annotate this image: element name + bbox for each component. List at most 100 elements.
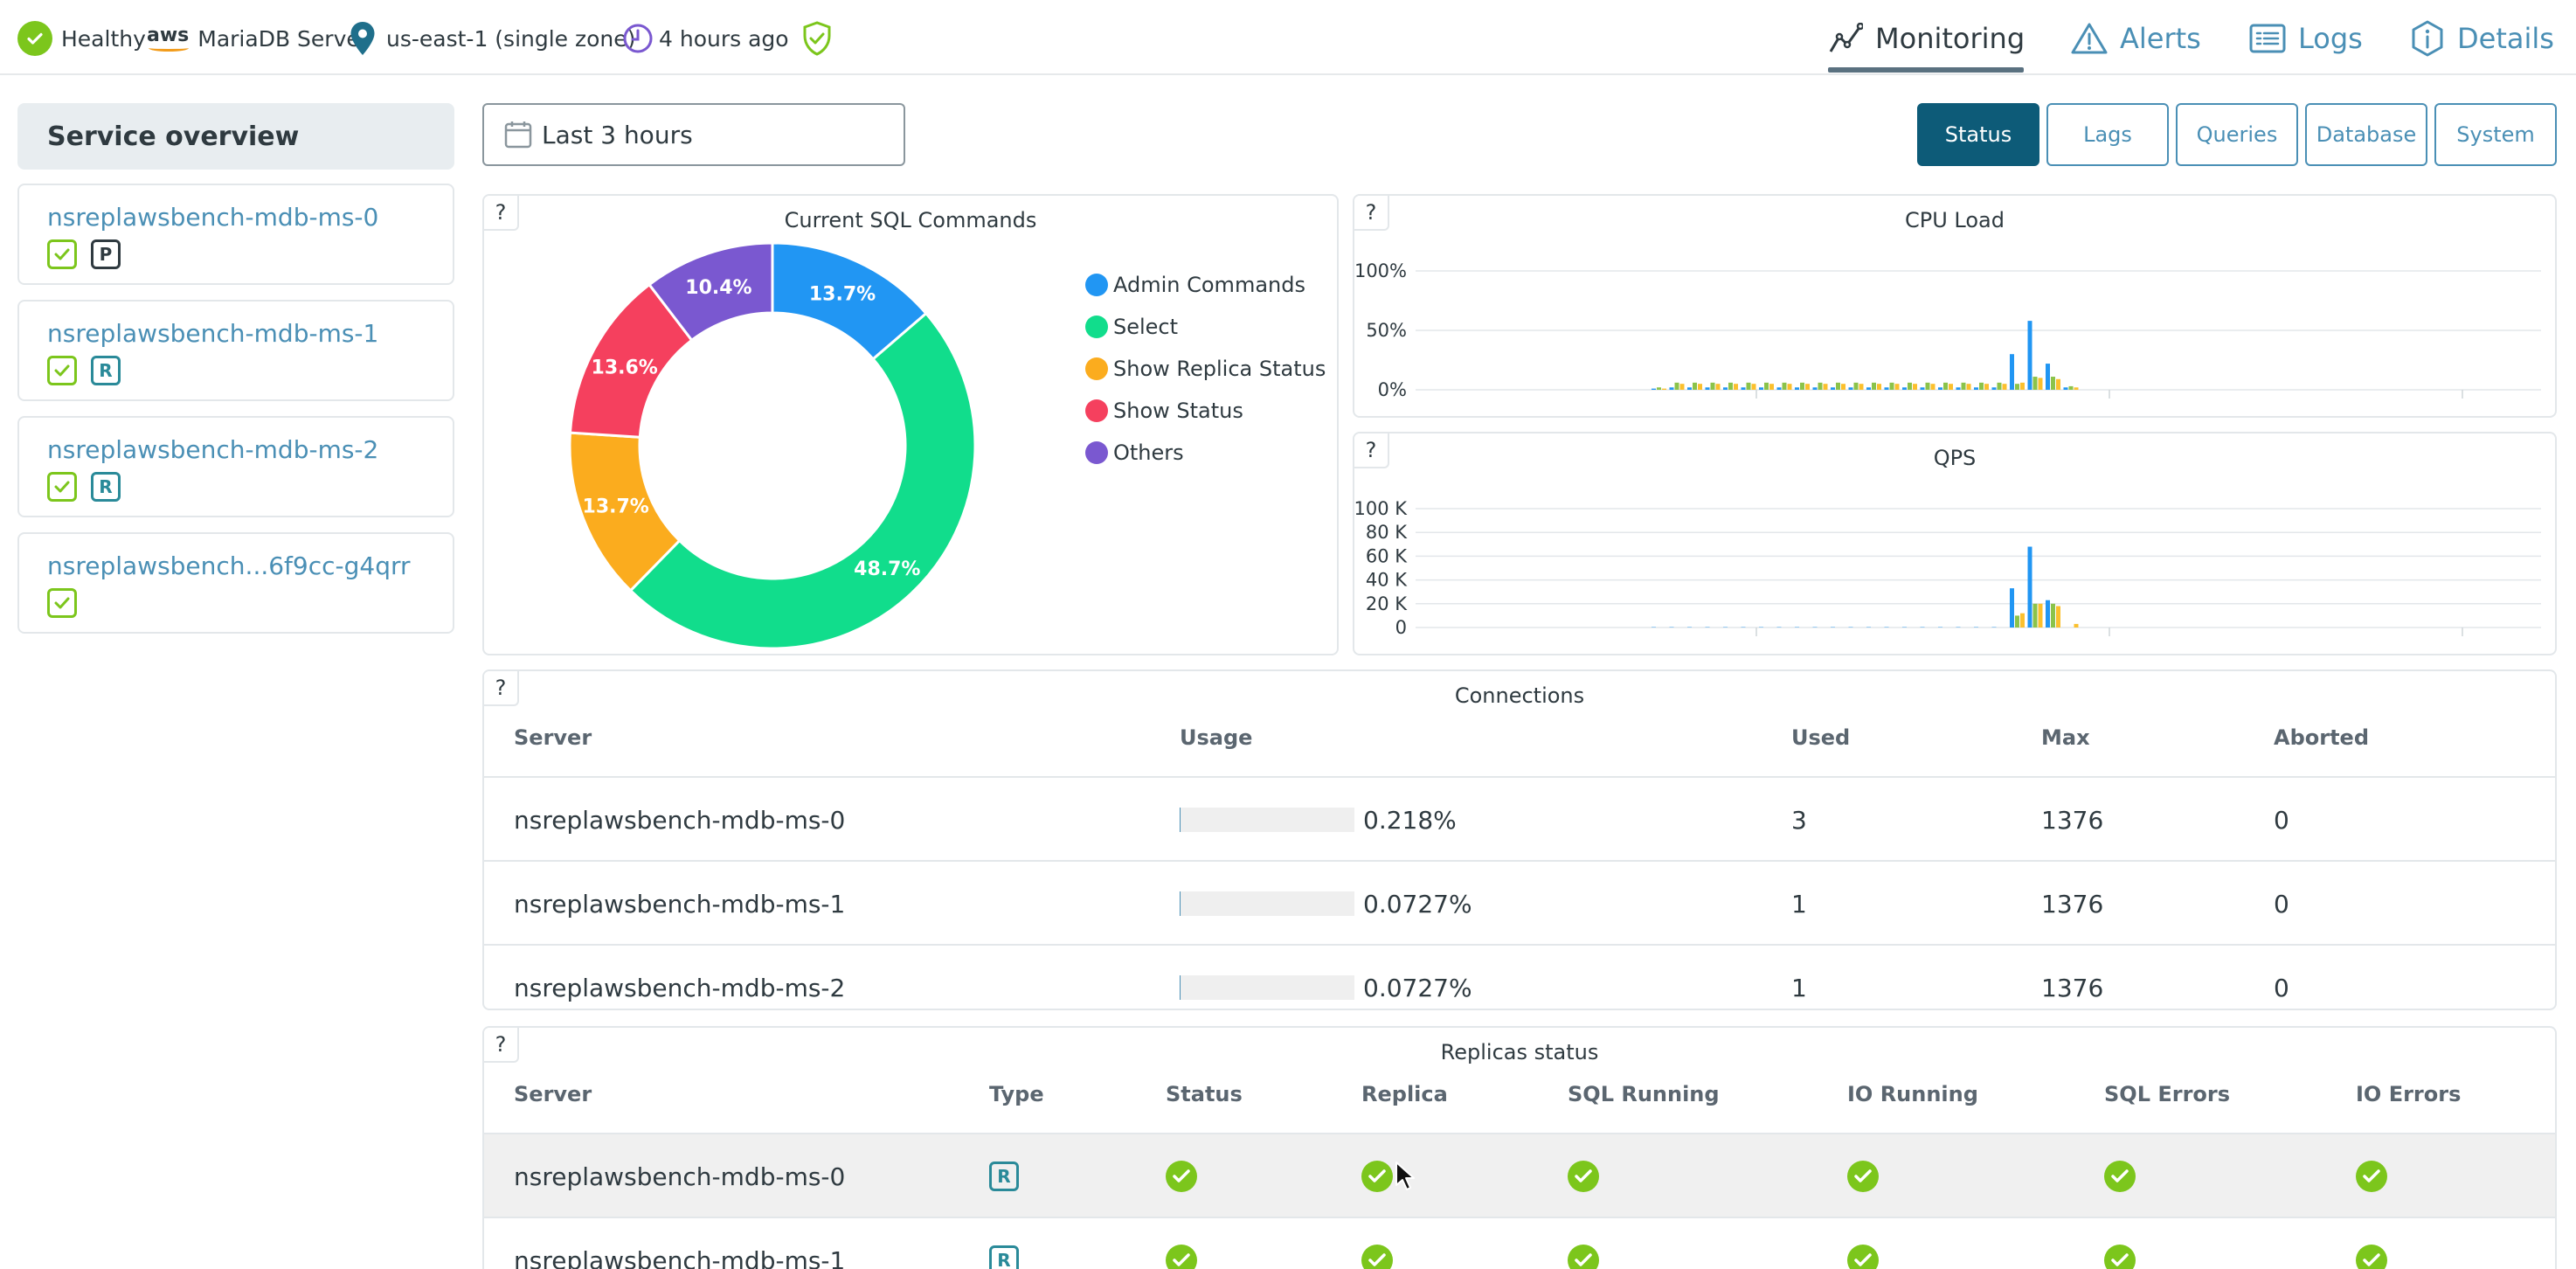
bar[interactable] [2010, 588, 2014, 628]
bar[interactable] [1751, 384, 1756, 390]
bar[interactable] [1705, 387, 1710, 390]
column-header-io-errors[interactable]: IO Errors [2356, 1082, 2462, 1106]
column-header-type[interactable]: Type [989, 1082, 1044, 1106]
server-card-1[interactable]: nsreplawsbench-mdb-ms-1 R [17, 300, 454, 401]
time-range-picker[interactable]: Last 3 hours [482, 103, 905, 166]
bar[interactable] [1728, 382, 1733, 390]
table-row[interactable]: nsreplawsbench-mdb-ms-1 R [484, 1217, 2555, 1269]
bar[interactable] [1662, 388, 1666, 390]
bar[interactable] [1759, 387, 1763, 390]
bar[interactable] [1746, 382, 1751, 390]
bar[interactable] [2032, 377, 2038, 390]
legend-item[interactable]: Others [1085, 432, 1326, 474]
bar[interactable] [2032, 603, 2038, 628]
bar[interactable] [1782, 382, 1787, 390]
bar[interactable] [1734, 384, 1738, 390]
bar[interactable] [1805, 384, 1810, 390]
column-header-server[interactable]: Server [514, 725, 592, 750]
help-button[interactable]: ? [484, 196, 519, 231]
bar[interactable] [1652, 388, 1656, 390]
bar[interactable] [2038, 603, 2043, 628]
bar[interactable] [2038, 378, 2043, 390]
bar[interactable] [1764, 382, 1769, 390]
help-button[interactable]: ? [1354, 196, 1389, 231]
column-header-usage[interactable]: Usage [1180, 725, 1253, 750]
tab-logs[interactable]: Logs [2249, 16, 2363, 61]
bar[interactable] [1715, 384, 1721, 390]
tab-monitoring[interactable]: Monitoring [1828, 16, 2025, 61]
bar[interactable] [1884, 387, 1889, 390]
pie-slice[interactable] [647, 241, 774, 343]
view-database-button[interactable]: Database [2305, 103, 2427, 166]
bar[interactable] [2068, 385, 2074, 390]
bar[interactable] [1848, 387, 1853, 390]
bar[interactable] [2010, 354, 2014, 390]
bar[interactable] [1956, 387, 1961, 390]
bar[interactable] [1949, 384, 1953, 390]
bar[interactable] [2015, 384, 2019, 390]
bar[interactable] [1836, 382, 1840, 390]
tab-details[interactable]: Details [2410, 16, 2554, 61]
column-header-replica[interactable]: Replica [1361, 1082, 1448, 1106]
bar[interactable] [1800, 382, 1804, 390]
bar[interactable] [1938, 387, 1942, 390]
bar[interactable] [2020, 613, 2025, 628]
bar[interactable] [1908, 382, 1912, 390]
bar[interactable] [1920, 387, 1925, 390]
bar[interactable] [2046, 364, 2050, 390]
column-header-sql-running[interactable]: SQL Running [1568, 1082, 1720, 1106]
bar[interactable] [1925, 382, 1930, 390]
legend-item[interactable]: Show Status [1085, 390, 1326, 432]
bar[interactable] [2020, 382, 2025, 390]
column-header-aborted[interactable]: Aborted [2274, 725, 2370, 750]
bar[interactable] [1984, 384, 1989, 390]
bar[interactable] [1872, 382, 1876, 390]
bar[interactable] [1866, 387, 1871, 390]
bar[interactable] [2074, 623, 2079, 628]
bar[interactable] [1812, 387, 1818, 390]
bar[interactable] [1853, 382, 1859, 390]
bar[interactable] [2051, 377, 2055, 390]
bar[interactable] [2002, 384, 2007, 390]
bar[interactable] [2056, 378, 2060, 390]
tab-alerts[interactable]: Alerts [2071, 16, 2201, 61]
bar[interactable] [1913, 384, 1917, 390]
bar[interactable] [2046, 600, 2050, 628]
bar[interactable] [1974, 387, 1978, 390]
bar[interactable] [2027, 546, 2032, 628]
bar[interactable] [1657, 387, 1661, 390]
help-button[interactable]: ? [1354, 433, 1389, 468]
pie-slice[interactable] [628, 311, 977, 650]
help-button[interactable]: ? [484, 1028, 519, 1063]
bar[interactable] [1902, 387, 1907, 390]
service-overview-button[interactable]: Service overview [17, 103, 454, 170]
bar[interactable] [1997, 382, 2002, 390]
bar[interactable] [1679, 384, 1685, 390]
bar[interactable] [1741, 387, 1746, 390]
server-card-2[interactable]: nsreplawsbench-mdb-ms-2 R [17, 416, 454, 517]
column-header-server[interactable]: Server [514, 1082, 592, 1106]
legend-item[interactable]: Show Replica Status [1085, 348, 1326, 390]
bar[interactable] [1943, 382, 1948, 390]
legend-item[interactable]: Admin Commands [1085, 264, 1326, 306]
bar[interactable] [1698, 384, 1702, 390]
column-header-max[interactable]: Max [2041, 725, 2090, 750]
bar[interactable] [1776, 387, 1782, 390]
bar[interactable] [1841, 384, 1845, 390]
bar[interactable] [1687, 387, 1692, 390]
legend-item[interactable]: Select [1085, 306, 1326, 348]
help-button[interactable]: ? [484, 671, 519, 706]
bar[interactable] [1979, 382, 1984, 390]
bar[interactable] [1961, 382, 1966, 390]
bar[interactable] [1966, 384, 1971, 390]
column-header-used[interactable]: Used [1791, 725, 1851, 750]
bar[interactable] [1669, 387, 1674, 390]
bar[interactable] [1930, 384, 1935, 390]
view-lags-button[interactable]: Lags [2046, 103, 2169, 166]
bar[interactable] [2063, 387, 2068, 390]
view-system-button[interactable]: System [2434, 103, 2557, 166]
bar[interactable] [2056, 606, 2060, 628]
bar[interactable] [1831, 387, 1835, 390]
bar[interactable] [2051, 603, 2055, 628]
bar[interactable] [1787, 384, 1792, 390]
